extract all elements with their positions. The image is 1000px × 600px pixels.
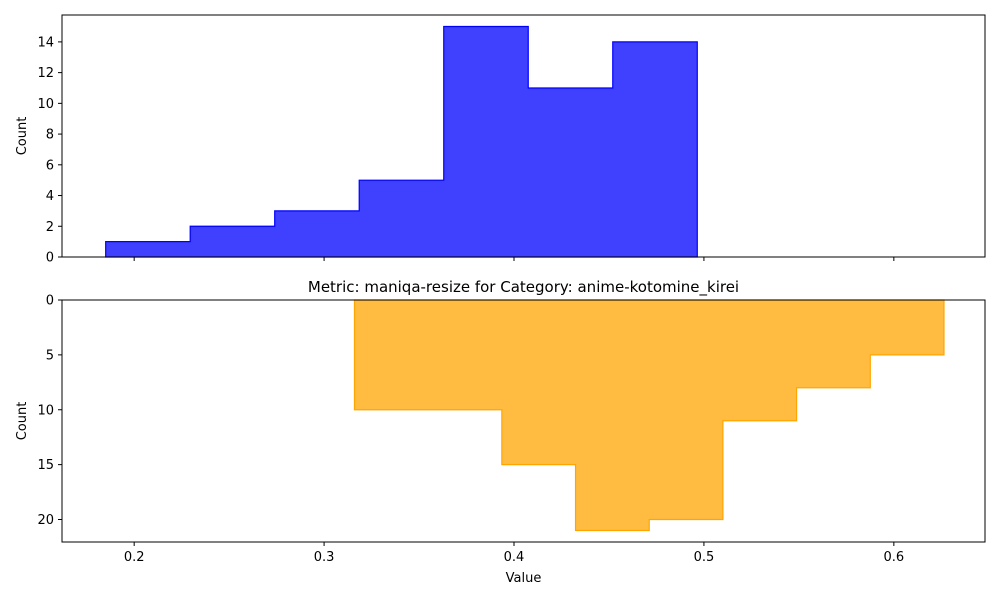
bottom-histogram-area	[353, 299, 945, 532]
bottom-chart-title: Metric: maniqa-resize for Category: anim…	[308, 278, 739, 297]
y-tick-label: 4	[46, 189, 54, 204]
y-tick-label: 0	[46, 294, 54, 309]
x-tick-label: 0.5	[694, 550, 715, 565]
top-histogram-area	[105, 25, 698, 258]
top-plot-frame	[61, 14, 986, 258]
y-tick-label: 6	[46, 158, 54, 173]
top-y-axis-label: Count	[15, 117, 30, 156]
y-tick-label: 0	[46, 251, 54, 266]
bottom-histogram-panel: 0 5 10 15 20 0.2 0.3 0.4 0.5 0.6 Metric: maniqa-…	[15, 278, 986, 586]
x-tick-label: 0.3	[314, 550, 335, 565]
y-tick-label: 10	[37, 403, 54, 418]
x-tick-label: 0.4	[504, 550, 525, 565]
bottom-y-axis-label: Count	[15, 402, 30, 441]
bottom-x-ticks: 0.2 0.3 0.4 0.5 0.6	[124, 542, 904, 565]
bottom-plot-frame	[61, 299, 986, 543]
y-tick-label: 8	[46, 128, 54, 143]
y-tick-label: 10	[37, 97, 54, 112]
top-histogram-panel: 0 2 4 6 8 10 12 14 Count	[15, 14, 986, 266]
bottom-y-ticks: 0 5 10 15 20	[37, 294, 62, 528]
x-axis-label: Value	[506, 571, 542, 586]
y-tick-label: 2	[46, 220, 54, 235]
y-tick-label: 15	[37, 458, 54, 473]
top-x-ticks	[133, 257, 895, 261]
y-tick-label: 12	[37, 66, 54, 81]
y-tick-label: 14	[37, 35, 54, 50]
x-tick-label: 0.2	[124, 550, 145, 565]
y-tick-label: 20	[37, 513, 54, 528]
x-tick-label: 0.6	[883, 550, 904, 565]
y-tick-label: 5	[46, 348, 54, 363]
top-y-ticks: 0 2 4 6 8 10 12 14	[37, 35, 62, 266]
